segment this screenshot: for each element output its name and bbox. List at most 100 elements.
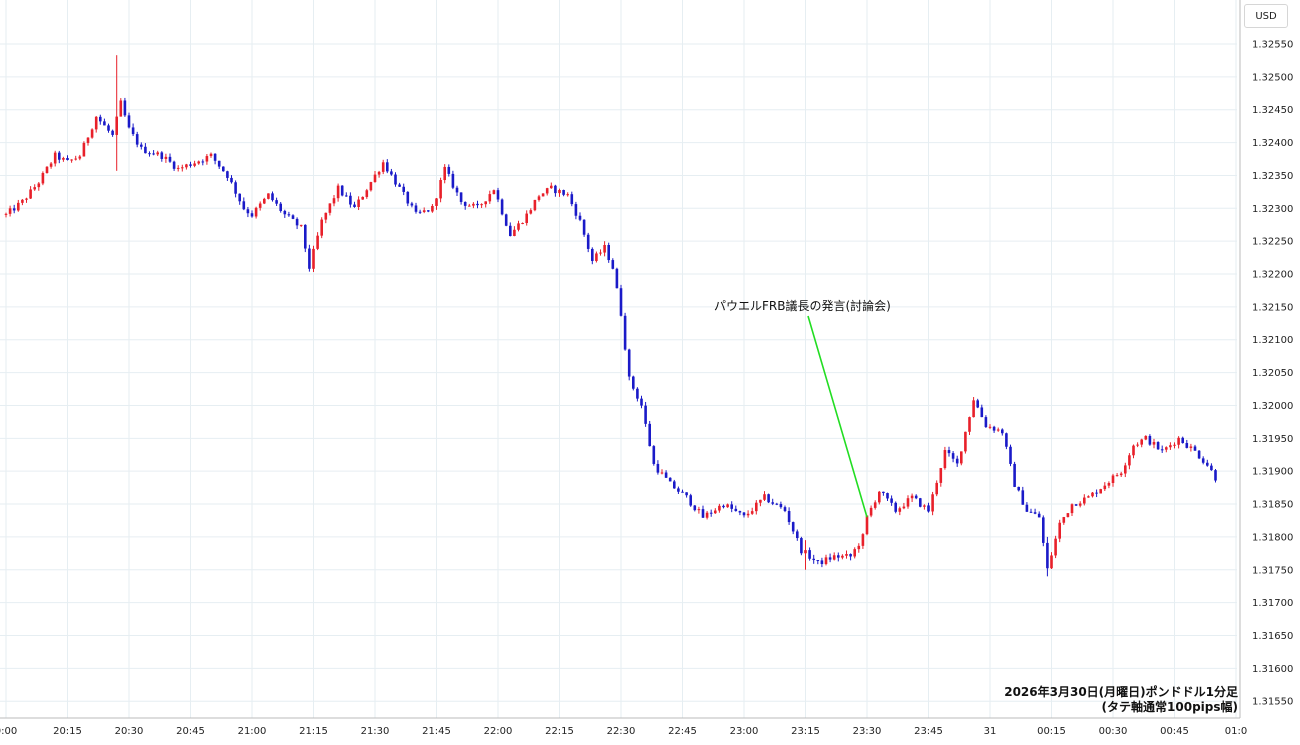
candle-body: [1201, 458, 1205, 463]
candle-body: [783, 507, 787, 512]
y-tick-label: 1.31950: [1252, 434, 1293, 445]
candle-body: [923, 505, 926, 507]
candle-body: [931, 494, 934, 512]
candle-body: [984, 417, 988, 427]
candle-body: [148, 153, 151, 155]
candle-body: [800, 538, 803, 554]
candle-body: [324, 212, 328, 220]
candle-body: [607, 244, 610, 261]
candle-body: [217, 160, 221, 167]
candle-body: [603, 244, 606, 253]
candle-body: [82, 142, 86, 157]
caption-line-2: (タテ軸通常100pips幅): [1101, 700, 1238, 714]
y-tick-label: 1.32300: [1252, 204, 1293, 215]
candle-body: [1107, 483, 1111, 486]
candle-body: [353, 204, 356, 208]
y-tick-label: 1.31550: [1252, 697, 1293, 708]
candle-body: [332, 198, 336, 204]
candle-body: [480, 204, 483, 206]
candle-body: [308, 248, 311, 269]
candle-body: [1185, 443, 1189, 448]
candle-body: [718, 505, 721, 511]
candle-body: [742, 512, 746, 516]
candle-body: [377, 171, 381, 175]
candle-body: [1013, 463, 1016, 487]
candle-body: [258, 203, 262, 208]
candle-body: [402, 186, 405, 192]
x-tick-label: 21:45: [422, 726, 451, 737]
candle-body: [570, 194, 574, 205]
candle-body: [226, 171, 229, 178]
candle-body: [328, 203, 332, 213]
x-tick-label: 23:15: [791, 726, 820, 737]
candle-body: [414, 205, 418, 212]
candle-body: [299, 224, 303, 226]
candle-body: [939, 468, 943, 483]
candle-body: [964, 431, 967, 452]
candle-body: [623, 315, 627, 350]
x-tick-label: 20:30: [115, 726, 144, 737]
candle-body: [1181, 437, 1184, 444]
candle-body: [865, 515, 869, 535]
x-tick-label: 00:15: [1037, 726, 1066, 737]
candle-body: [648, 423, 651, 447]
candle-body: [496, 190, 500, 200]
candle-body: [738, 511, 742, 513]
candle-body: [41, 173, 45, 184]
candle-body: [451, 173, 455, 188]
x-tick-label: 22:45: [668, 726, 697, 737]
x-tick-label: 20:45: [176, 726, 205, 737]
candle-body: [340, 185, 344, 196]
candle-body: [197, 161, 200, 164]
candle-body: [652, 446, 656, 464]
candle-body: [455, 187, 459, 193]
candle-body: [111, 130, 114, 135]
candle-body: [1128, 455, 1131, 466]
candle-body: [21, 199, 24, 203]
candle-body: [62, 158, 65, 160]
y-tick-label: 1.32100: [1252, 335, 1293, 346]
candle-body: [996, 429, 1000, 431]
candle-body: [500, 199, 504, 215]
candle-body: [99, 116, 102, 122]
x-tick-label: 23:45: [914, 726, 943, 737]
candle-body: [127, 115, 131, 128]
x-tick-label: 21:15: [299, 726, 328, 737]
candle-body: [664, 472, 668, 478]
candle-body: [431, 205, 434, 212]
candle-body: [33, 187, 36, 190]
candle-body: [463, 201, 467, 206]
candle-body: [386, 162, 389, 172]
currency-label[interactable]: USD: [1244, 4, 1288, 28]
candle-body: [845, 554, 848, 556]
y-tick-label: 1.32450: [1252, 105, 1293, 116]
candle-body: [1009, 446, 1012, 464]
candle-body: [1144, 435, 1148, 440]
candle-body: [238, 193, 241, 202]
candle-body: [586, 234, 590, 249]
candle-body: [279, 203, 282, 211]
candle-body: [951, 453, 955, 459]
candle-body: [656, 463, 660, 473]
candle-body: [156, 152, 159, 155]
candle-body: [468, 205, 471, 207]
candle-body: [1099, 489, 1102, 494]
candle-body: [767, 494, 770, 503]
x-tick-label: 0:00: [0, 726, 17, 737]
candle-body: [550, 185, 553, 189]
candle-body: [1029, 511, 1033, 513]
candle-body: [172, 161, 176, 169]
candle-body: [730, 504, 733, 509]
candle-body: [447, 166, 451, 174]
candle-body: [291, 215, 295, 219]
candle-body: [1074, 504, 1078, 506]
candle-body: [562, 190, 565, 195]
candle-body: [70, 159, 73, 161]
candle-body: [791, 522, 795, 532]
candle-body: [554, 185, 557, 194]
candle-body: [295, 218, 299, 226]
candle-body: [960, 451, 963, 464]
candle-body: [406, 191, 410, 204]
x-tick-label: 22:30: [607, 726, 636, 737]
